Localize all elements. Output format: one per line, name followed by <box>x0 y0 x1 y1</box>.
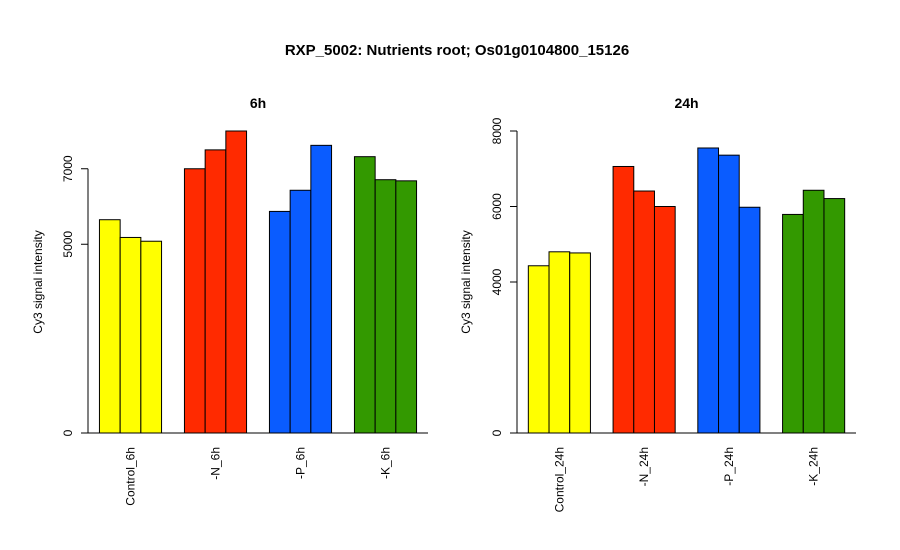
bar <box>225 130 248 434</box>
bar <box>653 206 676 434</box>
y-axis-label: Cy3 signal intensity <box>31 230 45 333</box>
bar <box>289 189 312 434</box>
bar <box>738 206 761 434</box>
bar <box>310 144 333 434</box>
bar <box>98 219 121 434</box>
y-tick-label: 0 <box>490 429 504 436</box>
panel-title: 6h <box>250 95 266 111</box>
bar <box>802 189 825 434</box>
bar <box>140 240 163 434</box>
bar-group-Control_6h: Control_6h <box>98 219 163 506</box>
panel-title: 24h <box>674 95 698 111</box>
bar <box>374 179 397 434</box>
y-tick-label: 8000 <box>490 117 504 144</box>
bar <box>633 190 655 434</box>
category-label: -N_6h <box>209 447 223 480</box>
bar <box>823 198 846 434</box>
bar <box>569 252 591 434</box>
bar-group--K_24h: -K_24h <box>782 189 846 486</box>
bar-group--N_6h: -N_6h <box>183 130 248 480</box>
bar <box>527 265 550 434</box>
y-tick-label: 6000 <box>490 193 504 220</box>
category-label: -P_6h <box>294 447 308 479</box>
bar <box>612 165 635 434</box>
y-tick-label: 0 <box>61 429 75 436</box>
bar <box>697 147 720 434</box>
bar-group--K_6h: -K_6h <box>353 156 418 479</box>
chart-panel-6h: 6h 0 5000 7000 Cy3 signal intensity Control_6… <box>31 95 428 506</box>
category-label: Control_6h <box>124 447 138 506</box>
category-label: -K_24h <box>807 447 821 486</box>
y-axis-label: Cy3 signal intensity <box>459 230 473 333</box>
bar-group-Control_24h: Control_24h <box>527 251 591 512</box>
category-label: -N_24h <box>637 447 651 486</box>
bar <box>395 180 418 434</box>
bar <box>548 251 571 434</box>
category-label: -P_24h <box>722 447 736 486</box>
chart-panel-24h: 24h 0 4000 6000 8000 Cy3 signal intensity Cont… <box>459 95 856 512</box>
y-tick-label: 4000 <box>490 268 504 295</box>
y-tick-label: 5000 <box>61 231 75 258</box>
y-tick-label: 7000 <box>61 155 75 182</box>
bar <box>204 149 227 434</box>
bar <box>353 156 376 434</box>
bar <box>718 154 740 434</box>
bar <box>183 168 206 434</box>
bar <box>268 210 291 434</box>
figure-title: RXP_5002: Nutrients root; Os01g0104800_1… <box>285 42 629 59</box>
bar <box>782 213 804 434</box>
category-label: Control_24h <box>552 447 566 512</box>
chart-panels: 6h 0 5000 7000 Cy3 signal intensity Control_6… <box>31 95 856 512</box>
bar-group--P_24h: -P_24h <box>697 147 761 486</box>
bar-group--P_6h: -P_6h <box>268 144 333 479</box>
bar <box>119 236 142 434</box>
category-label: -K_6h <box>379 447 393 479</box>
bar-group--N_24h: -N_24h <box>612 165 676 486</box>
